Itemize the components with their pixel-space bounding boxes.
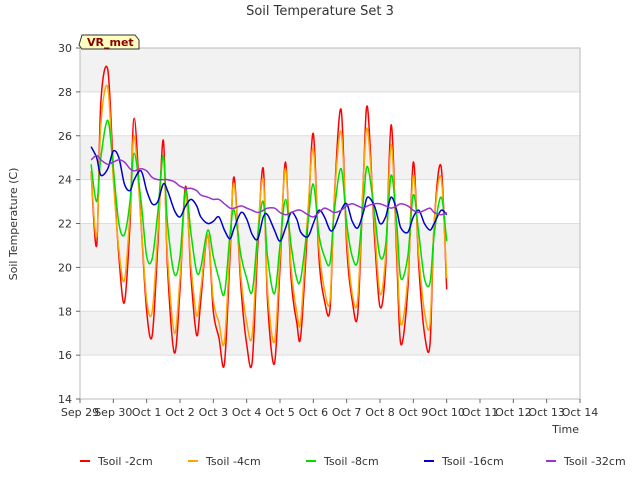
x-tick-label: Oct 1 <box>132 406 162 419</box>
x-tick-label: Oct 7 <box>332 406 362 419</box>
plot-band <box>80 48 580 92</box>
y-tick-label: 20 <box>58 261 72 274</box>
x-tick-label: Oct 5 <box>265 406 295 419</box>
legend-label: Tsoil -2cm <box>97 455 153 468</box>
x-tick-label: Oct 12 <box>495 406 532 419</box>
site-label: VR_met <box>87 36 134 49</box>
legend: Tsoil -2cm Tsoil -4cm Tsoil -8cm Tsoil -16c… <box>80 455 626 468</box>
x-tick-label: Oct 11 <box>462 406 499 419</box>
plot-band <box>80 311 580 356</box>
site-label-shape <box>78 34 140 50</box>
legend-item-tsoil-16cm: Tsoil -16cm <box>424 455 504 468</box>
legend-item-tsoil-8cm: Tsoil -8cm <box>306 455 379 468</box>
y-axis-label: Soil Temperature (C) <box>7 168 20 281</box>
x-tick-label: Oct 14 <box>562 406 599 419</box>
x-tick-label: Oct 10 <box>428 406 465 419</box>
y-tick-label: 28 <box>58 86 72 99</box>
plot-band <box>80 179 580 224</box>
legend-label: Tsoil -32cm <box>563 455 626 468</box>
y-tick-label: 24 <box>58 174 72 187</box>
legend-item-tsoil-2cm: Tsoil -2cm <box>80 455 153 468</box>
x-tick-label: Oct 3 <box>199 406 229 419</box>
y-tick-label: 16 <box>58 349 72 362</box>
chart-title: Soil Temperature Set 3 <box>246 4 394 19</box>
legend-label: Tsoil -8cm <box>323 455 379 468</box>
x-axis-label: Time <box>551 423 579 436</box>
plot-band <box>80 355 580 399</box>
x-tick-label: Sep 30 <box>94 406 132 419</box>
series-line-tsoil-16cm <box>90 146 448 242</box>
series-lines <box>90 65 448 369</box>
x-tick-label: Oct 8 <box>365 406 395 419</box>
y-tick-label: 14 <box>58 393 72 406</box>
series-line-tsoil-8cm <box>90 119 448 297</box>
site-label-box: VR_met <box>78 34 140 50</box>
series-line-tsoil-4cm <box>90 84 448 347</box>
legend-label: Tsoil -4cm <box>205 455 261 468</box>
y-tick-label: 18 <box>58 305 72 318</box>
y-tick-label: 26 <box>58 130 72 143</box>
x-tick-label: Oct 6 <box>299 406 329 419</box>
legend-item-tsoil-4cm: Tsoil -4cm <box>188 455 261 468</box>
y-axis-ticks: 14 16 18 20 22 24 26 28 30 <box>58 42 80 406</box>
x-tick-label: Oct 2 <box>165 406 195 419</box>
x-tick-label: Oct 9 <box>399 406 429 419</box>
legend-item-tsoil-32cm: Tsoil -32cm <box>546 455 626 468</box>
x-tick-label: Oct 13 <box>528 406 565 419</box>
series-line-tsoil-32cm <box>90 154 448 218</box>
series-line-tsoil-2cm <box>90 65 448 369</box>
y-tick-label: 30 <box>58 42 72 55</box>
y-tick-label: 22 <box>58 218 72 231</box>
legend-label: Tsoil -16cm <box>441 455 504 468</box>
plot-band <box>80 135 580 180</box>
plot-band <box>80 91 580 136</box>
x-tick-label: Oct 4 <box>232 406 262 419</box>
x-tick-label: Sep 29 <box>61 406 99 419</box>
